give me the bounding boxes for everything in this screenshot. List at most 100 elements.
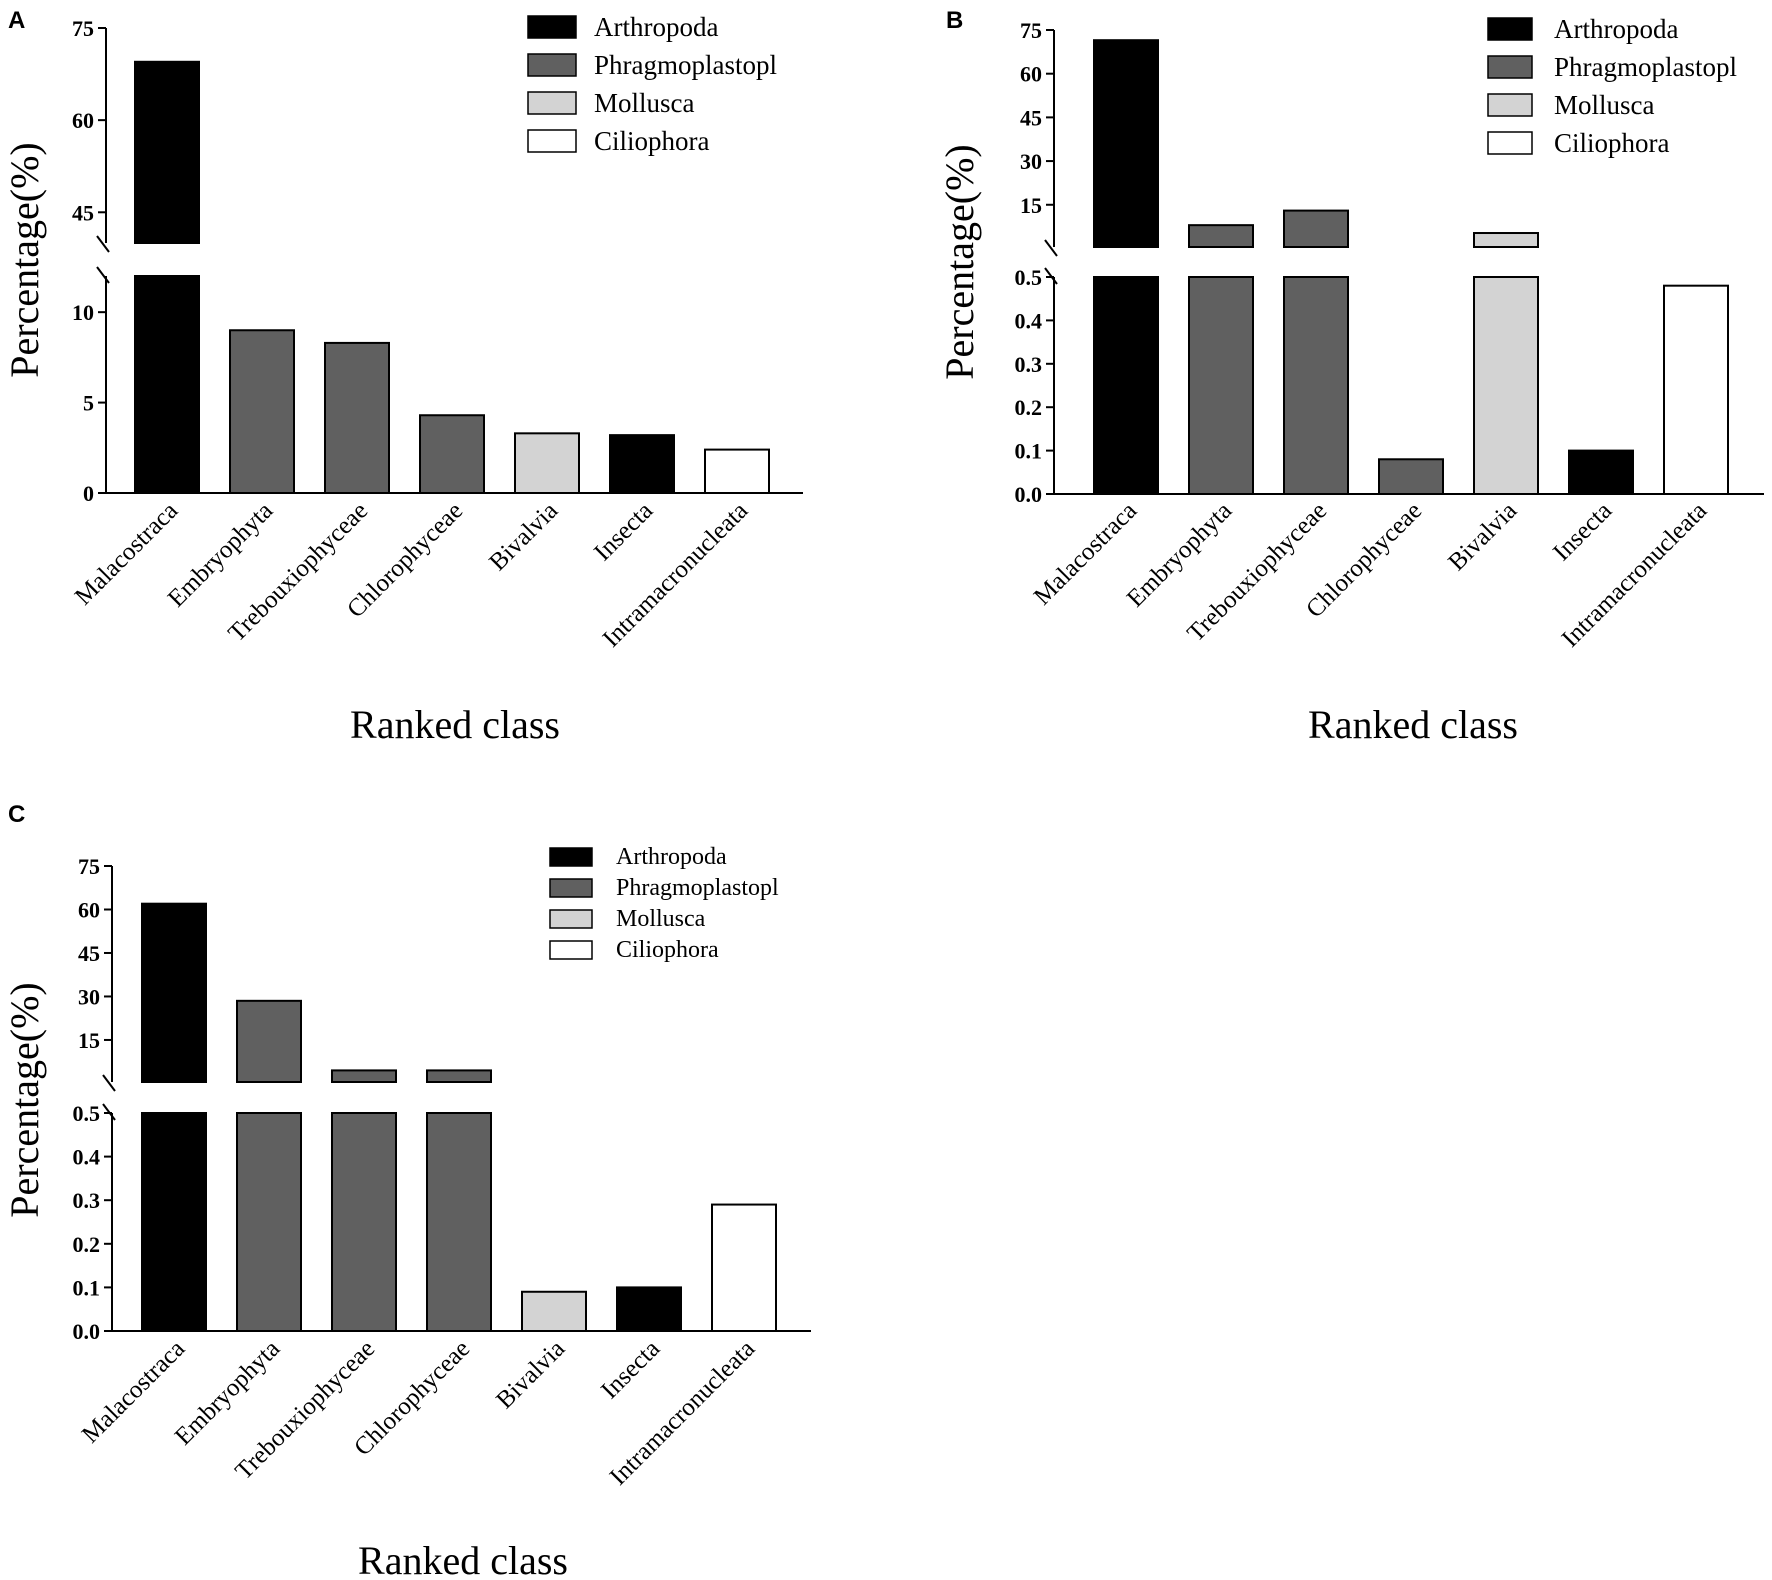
legend-swatch-c-ciliophora — [549, 940, 593, 960]
legend-label-b-ciliophora: Ciliophora — [1554, 128, 1670, 158]
bar-lower-b-malacostraca — [1093, 276, 1159, 495]
y-tick-label-lower-a: 5 — [83, 391, 94, 416]
y-tick-label-upper-b: 75 — [1020, 18, 1042, 43]
bars-c — [141, 902, 777, 1333]
bar-lower-c-malacostraca — [141, 1112, 207, 1332]
y-tick-label-lower-c: 0.0 — [73, 1319, 101, 1344]
legend-swatch-c-mollusca — [549, 909, 593, 929]
bar-lower-a-malacostraca — [134, 275, 200, 494]
bar-b-insecta — [1568, 449, 1634, 496]
legend-swatch-c-phragmoplastopl — [549, 878, 593, 898]
legend-swatch-a-arthropoda — [527, 15, 577, 39]
legend-swatch-c-arthropoda — [549, 847, 593, 867]
bar-lower-b-embryophyta — [1188, 276, 1254, 495]
upper-ticks-a: 45 60 75 — [72, 16, 106, 225]
lower-ticks-b: 0.0 0.1 0.2 0.3 0.4 0.5 — [1015, 265, 1054, 507]
y-tick-label-lower-a: 10 — [72, 300, 94, 325]
y-axis-label-b: Percentage(%) — [937, 144, 982, 379]
bar-lower-c-embryophyta — [236, 1112, 302, 1332]
y-axis-label-c: Percentage(%) — [2, 982, 47, 1217]
bar-upper-b-bivalvia — [1473, 232, 1539, 249]
lower-ticks-c: 0.0 0.1 0.2 0.3 0.4 0.5 — [73, 1101, 112, 1344]
y-tick-label-lower-c: 0.1 — [73, 1275, 101, 1300]
bar-c-insecta — [616, 1286, 682, 1333]
bar-lower-c-trebouxiophyceae — [331, 1112, 397, 1332]
y-tick-label-upper-c: 45 — [78, 941, 100, 966]
y-tick-label-lower-a: 0 — [83, 481, 94, 506]
bar-lower-b-trebouxiophyceae — [1283, 276, 1349, 495]
legend-swatch-b-arthropoda — [1487, 17, 1533, 41]
legend-swatch-a-phragmoplastopl — [527, 53, 577, 77]
legend-label-a-phragmoplastopl: Phragmoplastopl — [594, 50, 777, 80]
bar-upper-c-trebouxiophyceae — [331, 1069, 397, 1084]
bar-a-embryophyta — [229, 329, 295, 494]
x-axis-label-b: Ranked class — [1308, 702, 1518, 747]
bar-upper-b-malacostraca — [1093, 39, 1159, 249]
bar-a-trebouxiophyceae — [324, 341, 390, 494]
y-tick-label-upper-a: 75 — [72, 16, 94, 41]
legend-a: Arthropoda Phragmoplastopl Mollusca Cilioph… — [527, 12, 777, 156]
legend-swatch-b-phragmoplastopl — [1487, 55, 1533, 79]
bar-upper-a-malacostraca — [134, 60, 200, 244]
legend-label-a-mollusca: Mollusca — [594, 88, 695, 118]
axis-break-upper-c — [102, 1074, 116, 1092]
legend-c: Arthropoda Phragmoplastopl Mollusca Cilioph… — [549, 844, 779, 963]
y-tick-label-upper-c: 60 — [78, 897, 100, 922]
axis-break-lower-c — [102, 1103, 116, 1121]
bar-lower-b-bivalvia — [1473, 276, 1539, 495]
x-axis-label-a: Ranked class — [350, 702, 560, 747]
bar-c-intramacronucleata — [711, 1203, 777, 1333]
y-tick-label-lower-c: 0.2 — [73, 1232, 101, 1257]
bar-upper-c-chlorophyceae — [426, 1069, 492, 1084]
upper-ticks-b: 15 30 45 60 75 — [1020, 18, 1054, 218]
bar-b-intramacronucleata — [1663, 284, 1729, 495]
bars-a — [134, 60, 770, 495]
bar-upper-c-embryophyta — [236, 999, 302, 1083]
legend-swatch-a-mollusca — [527, 91, 577, 115]
bar-c-bivalvia — [521, 1290, 587, 1333]
lower-ticks-a: 0 5 10 — [72, 300, 106, 506]
y-tick-label-lower-b: 0.0 — [1015, 482, 1043, 507]
x-axis-label-c: Ranked class — [358, 1538, 568, 1580]
bar-upper-b-embryophyta — [1188, 224, 1254, 248]
y-tick-label-lower-b: 0.4 — [1015, 308, 1043, 333]
axis-break-lower-b — [1044, 267, 1058, 285]
bar-b-chlorophyceae — [1378, 458, 1444, 495]
panel-letter-c: C — [8, 801, 25, 828]
axes-b — [1044, 30, 1764, 495]
y-tick-label-upper-b: 30 — [1020, 149, 1042, 174]
y-tick-label-upper-a: 45 — [72, 200, 94, 225]
panel-letter-b: B — [946, 7, 963, 34]
legend-swatch-b-mollusca — [1487, 93, 1533, 117]
legend-label-a-ciliophora: Ciliophora — [594, 126, 710, 156]
y-tick-label-upper-c: 75 — [78, 854, 100, 879]
y-tick-label-upper-a: 60 — [72, 108, 94, 133]
y-tick-label-lower-b: 0.5 — [1015, 265, 1043, 290]
y-tick-label-upper-c: 15 — [78, 1028, 100, 1053]
axes-c — [102, 866, 811, 1332]
legend-label-b-phragmoplastopl: Phragmoplastopl — [1554, 52, 1737, 82]
legend-swatch-b-ciliophora — [1487, 131, 1533, 155]
y-axis-label-a: Percentage(%) — [2, 142, 47, 377]
axis-break-lower-a — [96, 266, 110, 284]
upper-ticks-c: 15 30 45 60 75 — [78, 854, 112, 1053]
legend-label-b-mollusca: Mollusca — [1554, 90, 1655, 120]
y-tick-label-lower-c: 0.5 — [73, 1101, 101, 1126]
bar-upper-b-trebouxiophyceae — [1283, 209, 1349, 249]
legend-label-c-ciliophora: Ciliophora — [616, 937, 719, 963]
y-tick-label-upper-b: 45 — [1020, 105, 1042, 130]
y-tick-label-upper-c: 30 — [78, 984, 100, 1009]
axis-break-upper-b — [1044, 239, 1058, 257]
y-tick-label-lower-b: 0.3 — [1015, 352, 1043, 377]
legend-label-c-mollusca: Mollusca — [616, 906, 706, 932]
bar-lower-c-chlorophyceae — [426, 1112, 492, 1332]
legend-swatch-a-ciliophora — [527, 129, 577, 153]
legend-label-c-phragmoplastopl: Phragmoplastopl — [616, 875, 779, 901]
legend-label-b-arthropoda: Arthropoda — [1554, 14, 1678, 44]
bar-a-insecta — [609, 434, 675, 494]
bar-a-chlorophyceae — [419, 414, 485, 494]
y-tick-label-lower-b: 0.2 — [1015, 395, 1043, 420]
bar-a-intramacronucleata — [704, 448, 770, 495]
bar-upper-c-malacostraca — [141, 902, 207, 1084]
